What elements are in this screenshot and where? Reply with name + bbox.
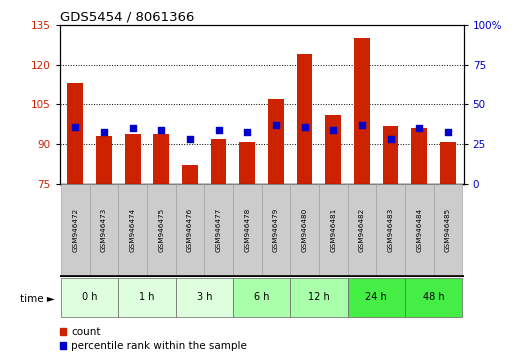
FancyBboxPatch shape bbox=[233, 184, 262, 276]
Text: GSM946475: GSM946475 bbox=[159, 208, 164, 252]
FancyBboxPatch shape bbox=[290, 184, 319, 276]
Bar bbox=[325, 115, 341, 184]
Text: GSM946481: GSM946481 bbox=[330, 208, 336, 252]
Point bbox=[415, 126, 423, 131]
Point bbox=[214, 127, 223, 133]
Text: GSM946484: GSM946484 bbox=[416, 208, 422, 252]
FancyBboxPatch shape bbox=[405, 278, 462, 317]
Bar bbox=[383, 126, 398, 184]
Bar bbox=[440, 142, 456, 184]
Text: 3 h: 3 h bbox=[196, 291, 212, 302]
FancyBboxPatch shape bbox=[176, 184, 204, 276]
FancyBboxPatch shape bbox=[434, 184, 462, 276]
FancyBboxPatch shape bbox=[204, 184, 233, 276]
Text: GSM946483: GSM946483 bbox=[387, 208, 394, 252]
Point bbox=[386, 137, 395, 142]
Bar bbox=[211, 139, 226, 184]
FancyBboxPatch shape bbox=[376, 184, 405, 276]
Text: GSM946472: GSM946472 bbox=[73, 208, 78, 252]
Text: GSM946480: GSM946480 bbox=[301, 208, 308, 252]
Text: GSM946474: GSM946474 bbox=[130, 208, 136, 252]
Text: GSM946478: GSM946478 bbox=[244, 208, 250, 252]
Point bbox=[329, 127, 337, 133]
FancyBboxPatch shape bbox=[405, 184, 434, 276]
Text: count: count bbox=[71, 327, 100, 337]
FancyBboxPatch shape bbox=[118, 278, 176, 317]
Text: 0 h: 0 h bbox=[82, 291, 97, 302]
Bar bbox=[96, 136, 112, 184]
Text: GDS5454 / 8061366: GDS5454 / 8061366 bbox=[60, 11, 194, 24]
FancyBboxPatch shape bbox=[118, 184, 147, 276]
Text: GSM946479: GSM946479 bbox=[273, 208, 279, 252]
Text: time ►: time ► bbox=[20, 294, 54, 304]
Bar bbox=[239, 142, 255, 184]
FancyBboxPatch shape bbox=[176, 278, 233, 317]
Text: 6 h: 6 h bbox=[254, 291, 269, 302]
FancyBboxPatch shape bbox=[61, 278, 118, 317]
Text: GSM946477: GSM946477 bbox=[215, 208, 222, 252]
Point bbox=[186, 137, 194, 142]
Point bbox=[300, 124, 309, 130]
FancyBboxPatch shape bbox=[262, 184, 290, 276]
Point bbox=[157, 127, 165, 133]
Text: GSM946473: GSM946473 bbox=[101, 208, 107, 252]
Point bbox=[243, 129, 251, 135]
Point bbox=[358, 122, 366, 128]
Bar bbox=[297, 54, 312, 184]
FancyBboxPatch shape bbox=[319, 184, 348, 276]
FancyBboxPatch shape bbox=[90, 184, 118, 276]
Point bbox=[128, 126, 137, 131]
FancyBboxPatch shape bbox=[233, 278, 290, 317]
Point bbox=[272, 122, 280, 128]
FancyBboxPatch shape bbox=[61, 184, 90, 276]
Text: GSM946476: GSM946476 bbox=[187, 208, 193, 252]
Bar bbox=[153, 134, 169, 184]
FancyBboxPatch shape bbox=[348, 278, 405, 317]
Bar bbox=[268, 99, 284, 184]
Point bbox=[444, 129, 452, 135]
FancyBboxPatch shape bbox=[290, 278, 348, 317]
Text: 12 h: 12 h bbox=[308, 291, 330, 302]
Text: GSM946482: GSM946482 bbox=[359, 208, 365, 252]
Point bbox=[100, 129, 108, 135]
Point bbox=[71, 124, 79, 130]
Bar bbox=[411, 129, 427, 184]
FancyBboxPatch shape bbox=[348, 184, 376, 276]
Text: 1 h: 1 h bbox=[139, 291, 155, 302]
FancyBboxPatch shape bbox=[147, 184, 176, 276]
Text: percentile rank within the sample: percentile rank within the sample bbox=[71, 341, 247, 351]
Bar bbox=[182, 166, 198, 184]
Text: 48 h: 48 h bbox=[423, 291, 444, 302]
Text: 24 h: 24 h bbox=[365, 291, 387, 302]
Bar bbox=[354, 38, 370, 184]
Bar bbox=[67, 83, 83, 184]
Text: GSM946485: GSM946485 bbox=[445, 208, 451, 252]
Bar bbox=[125, 134, 140, 184]
